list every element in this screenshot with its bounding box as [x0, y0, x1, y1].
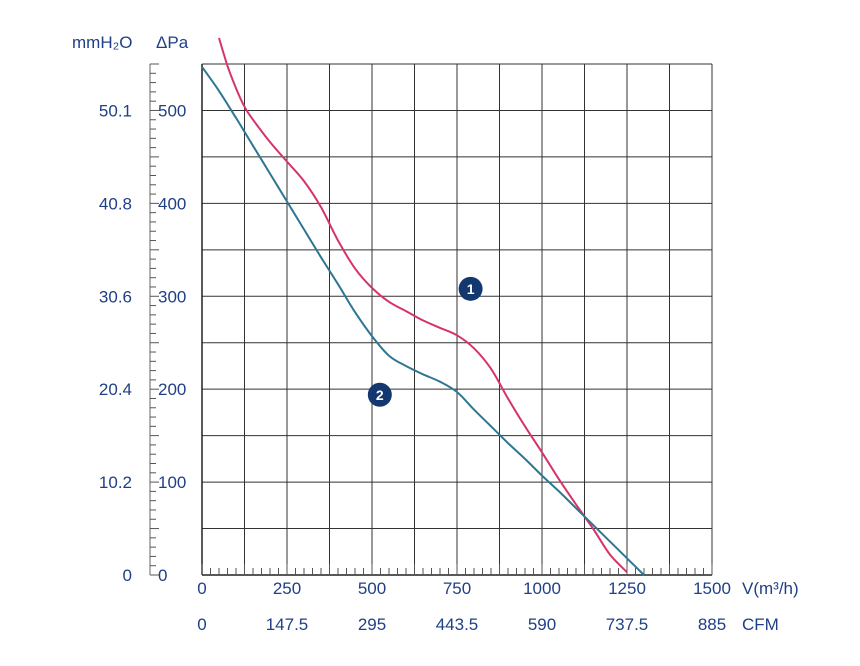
series-markers: 12	[367, 276, 483, 407]
x-tick-label-cfm: 590	[528, 615, 556, 634]
y-tick-label-pa: 500	[158, 101, 186, 120]
y-tick-label-mmh2o: 10.2	[99, 473, 132, 492]
series-marker-2: 2	[367, 382, 392, 407]
y-tick-label-mmh2o: 0	[123, 566, 132, 585]
series-marker-1: 1	[458, 276, 483, 301]
y-axis-unit-mmh2o: mmH₂O	[72, 33, 132, 52]
x-axis-unit-cfm: CFM	[742, 615, 779, 634]
axes	[149, 64, 712, 576]
y-axis-mmh2o-labels: 0 10.2 20.4 30.6 40.8 50.1	[99, 101, 132, 585]
y-tick-label-pa: 300	[158, 287, 186, 306]
y-tick-label-mmh2o: 50.1	[99, 101, 132, 120]
y-axis-unit-pa: ΔPa	[156, 33, 189, 52]
series-1-line	[218, 37, 628, 573]
x-tick-label-m3h: 1500	[693, 579, 731, 598]
x-tick-label-m3h: 1000	[523, 579, 561, 598]
x-tick-label-cfm: 737.5	[606, 615, 649, 634]
x-tick-label-m3h: 250	[273, 579, 301, 598]
series-marker-circle	[458, 276, 483, 301]
series-marker-label: 2	[376, 387, 384, 403]
minor-ticks	[150, 63, 713, 576]
y-tick-label-mmh2o: 20.4	[99, 380, 132, 399]
y-tick-label-pa: 200	[158, 380, 186, 399]
x-tick-label-m3h: 750	[443, 579, 471, 598]
y-tick-label-pa: 100	[158, 473, 186, 492]
y-tick-label-mmh2o: 30.6	[99, 287, 132, 306]
x-axis-cfm-labels: 0 147.5 295 443.5 590 737.5 885	[197, 615, 726, 634]
x-tick-label-cfm: 443.5	[436, 615, 479, 634]
series-2-line	[201, 66, 645, 576]
x-axis-m3h-labels: 0 250 500 750 1000 1250 1500	[197, 579, 731, 598]
series-marker-label: 1	[467, 281, 475, 297]
x-tick-label-cfm: 295	[358, 615, 386, 634]
x-tick-label-m3h: 500	[358, 579, 386, 598]
series-marker-circle	[367, 382, 392, 407]
x-axis-unit-m3h: V(m³/h)	[742, 579, 799, 598]
x-tick-label-cfm: 147.5	[266, 615, 309, 634]
y-tick-label-pa: 400	[158, 194, 186, 213]
y-tick-label-pa: 0	[158, 566, 167, 585]
x-tick-label-cfm: 0	[197, 615, 206, 634]
x-tick-label-m3h: 1250	[608, 579, 646, 598]
series	[201, 37, 645, 576]
y-tick-label-mmh2o: 40.8	[99, 194, 132, 213]
x-tick-label-m3h: 0	[197, 579, 206, 598]
x-tick-label-cfm: 885	[698, 615, 726, 634]
y-axis-pa-labels: 0 100 200 300 400 500	[158, 101, 186, 585]
grid	[202, 63, 713, 575]
